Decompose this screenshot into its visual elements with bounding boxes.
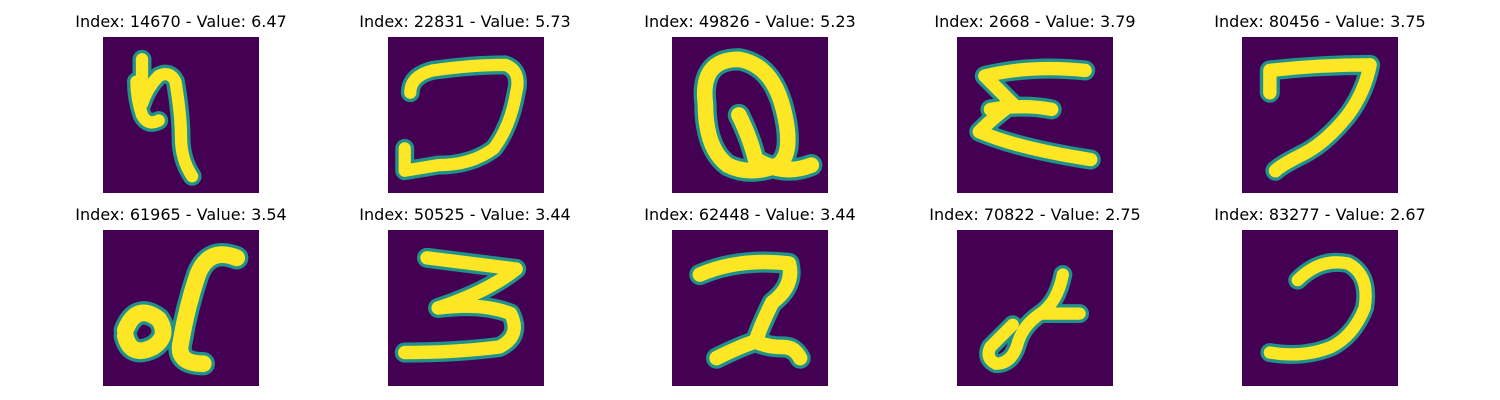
- digit-glyph-f: [113, 243, 249, 376]
- digit-glyph-j: [1260, 252, 1376, 364]
- digit-glyph-d: [969, 58, 1101, 170]
- digit-image-2: [388, 37, 544, 193]
- digit-image-3: [672, 37, 828, 193]
- digit-image-6: [103, 230, 259, 386]
- digit-image-5: [1242, 37, 1398, 193]
- digit-glyph-i: [979, 265, 1090, 374]
- digit-image-1: [103, 37, 259, 193]
- digit-image-4: [957, 37, 1113, 193]
- panel-title-1: Index: 14670 - Value: 6.47: [75, 12, 287, 31]
- digit-glyph-b: [395, 55, 527, 181]
- panel-title-4: Index: 2668 - Value: 3.79: [934, 12, 1136, 31]
- panel-title-9: Index: 70822 - Value: 2.75: [929, 205, 1141, 224]
- digit-glyph-e: [1259, 54, 1381, 181]
- panel-title-10: Index: 83277 - Value: 2.67: [1214, 205, 1426, 224]
- digit-image-10: [1242, 230, 1398, 386]
- digit-glyph-c: [693, 48, 823, 182]
- panel-title-6: Index: 61965 - Value: 3.54: [75, 205, 287, 224]
- panel-title-2: Index: 22831 - Value: 5.73: [359, 12, 571, 31]
- digit-image-8: [672, 230, 828, 386]
- digit-image-9: [957, 230, 1113, 386]
- digit-glyph-a: [126, 49, 202, 186]
- panel-title-3: Index: 49826 - Value: 5.23: [644, 12, 856, 31]
- digit-glyph-g: [394, 247, 527, 363]
- panel-title-8: Index: 62448 - Value: 3.44: [644, 205, 856, 224]
- digit-image-7: [388, 230, 544, 386]
- panel-title-5: Index: 80456 - Value: 3.75: [1214, 12, 1426, 31]
- panel-title-7: Index: 50525 - Value: 3.44: [359, 205, 571, 224]
- digit-glyph-h: [689, 251, 811, 369]
